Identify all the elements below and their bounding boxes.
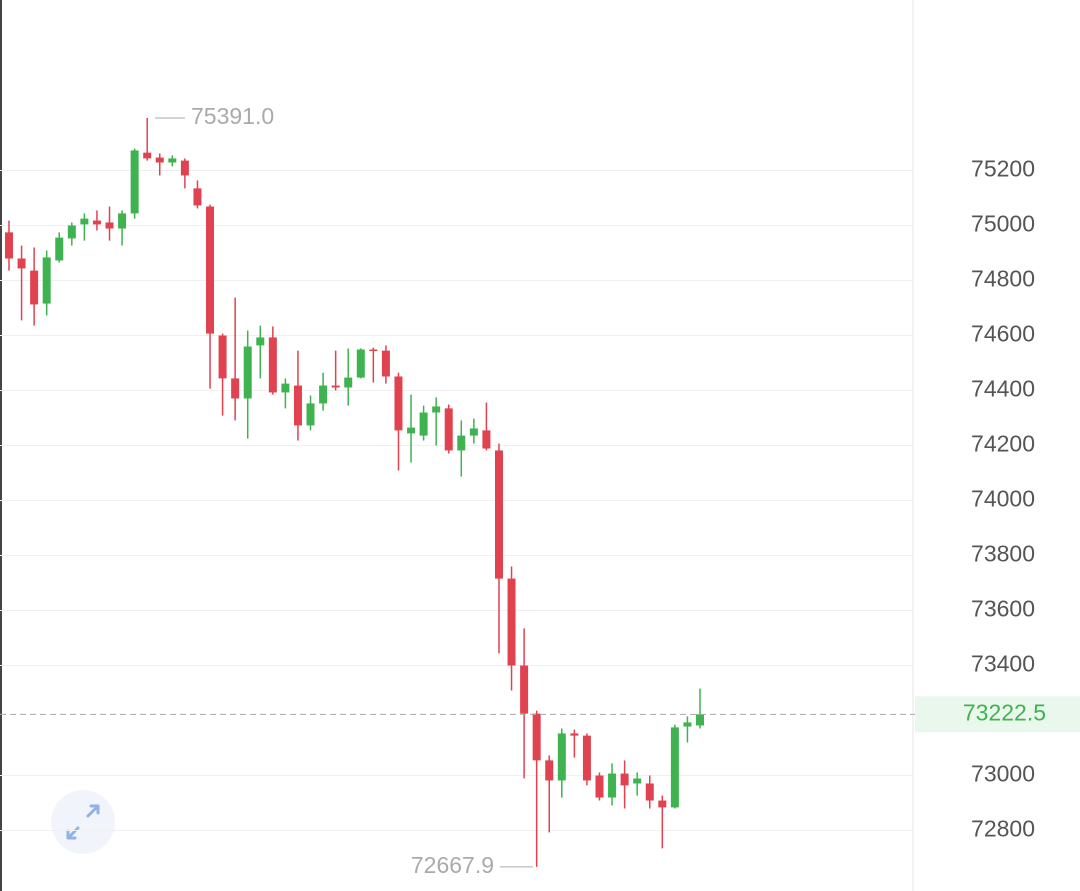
candle-body — [155, 157, 164, 163]
expand-icon[interactable] — [66, 804, 100, 840]
candle-body — [658, 800, 667, 808]
candle-body — [608, 773, 617, 798]
candle-body — [206, 206, 215, 334]
candle-body — [683, 722, 692, 727]
candle-body — [105, 222, 114, 229]
candle-body — [130, 150, 139, 214]
candle-body — [545, 760, 554, 781]
candle-body — [645, 783, 654, 801]
y-tick-label: 72800 — [971, 816, 1035, 842]
y-tick-label: 74600 — [971, 321, 1035, 347]
candle-body — [231, 378, 240, 399]
candle-body — [306, 403, 315, 426]
low-label: 72667.9 — [411, 852, 494, 878]
candle-body — [180, 160, 189, 176]
y-tick-label: 74200 — [971, 431, 1035, 457]
candle-body — [532, 713, 541, 761]
candle-body — [268, 337, 277, 393]
candle-body — [55, 237, 64, 261]
high-label: 75391.0 — [191, 103, 274, 129]
candle-body — [293, 385, 302, 426]
candle-body — [256, 337, 265, 346]
candle-body — [369, 349, 378, 352]
candle-body — [344, 377, 353, 388]
y-tick-label: 73800 — [971, 541, 1035, 567]
candle-body — [30, 270, 39, 305]
y-tick-label: 73600 — [971, 596, 1035, 622]
candle-body — [394, 376, 403, 431]
candle-body — [633, 778, 642, 784]
last-price-label: 73222.5 — [963, 699, 1046, 725]
candle-body — [80, 218, 89, 225]
candle-body — [444, 408, 453, 451]
candle-body — [143, 152, 152, 159]
expand-button[interactable] — [51, 790, 115, 854]
candle-body — [42, 257, 51, 304]
candle-body — [595, 775, 604, 798]
candle-body — [469, 428, 478, 436]
candle-body — [118, 213, 127, 229]
candle-body — [193, 188, 202, 206]
candle-body — [331, 385, 340, 388]
candle-body — [670, 727, 679, 808]
candle-body — [281, 383, 290, 393]
candle-body — [67, 225, 76, 239]
y-tick-label: 74400 — [971, 376, 1035, 402]
candle-body — [557, 733, 566, 781]
expand-button-bg[interactable] — [51, 790, 115, 854]
candle-body — [381, 350, 390, 377]
candle-body — [218, 335, 227, 379]
candle-body — [457, 435, 466, 451]
candle-body — [243, 346, 252, 399]
y-tick-label: 75000 — [971, 211, 1035, 237]
candle-body — [696, 714, 704, 726]
last-price-bg — [915, 696, 1080, 733]
y-tick-label: 73000 — [971, 761, 1035, 787]
candle-body — [407, 427, 416, 434]
candle-body — [620, 773, 629, 786]
y-tick-label: 74800 — [971, 266, 1035, 292]
candle-body — [168, 158, 177, 163]
candle-body — [507, 578, 516, 666]
candle-body — [17, 258, 26, 269]
candle-body — [419, 412, 428, 436]
candle-body — [432, 406, 441, 413]
candle-body — [582, 735, 591, 781]
candle-body — [520, 665, 529, 714]
y-tick-label: 74000 — [971, 486, 1035, 512]
candle-body — [5, 232, 13, 259]
candle-body — [319, 385, 328, 404]
candle-body — [494, 450, 503, 579]
y-tick-label: 75200 — [971, 156, 1035, 182]
candle-body — [570, 733, 579, 736]
candle-body — [482, 430, 491, 449]
candle-body — [92, 220, 101, 225]
y-tick-label: 73400 — [971, 651, 1035, 677]
candle-body — [356, 349, 365, 378]
